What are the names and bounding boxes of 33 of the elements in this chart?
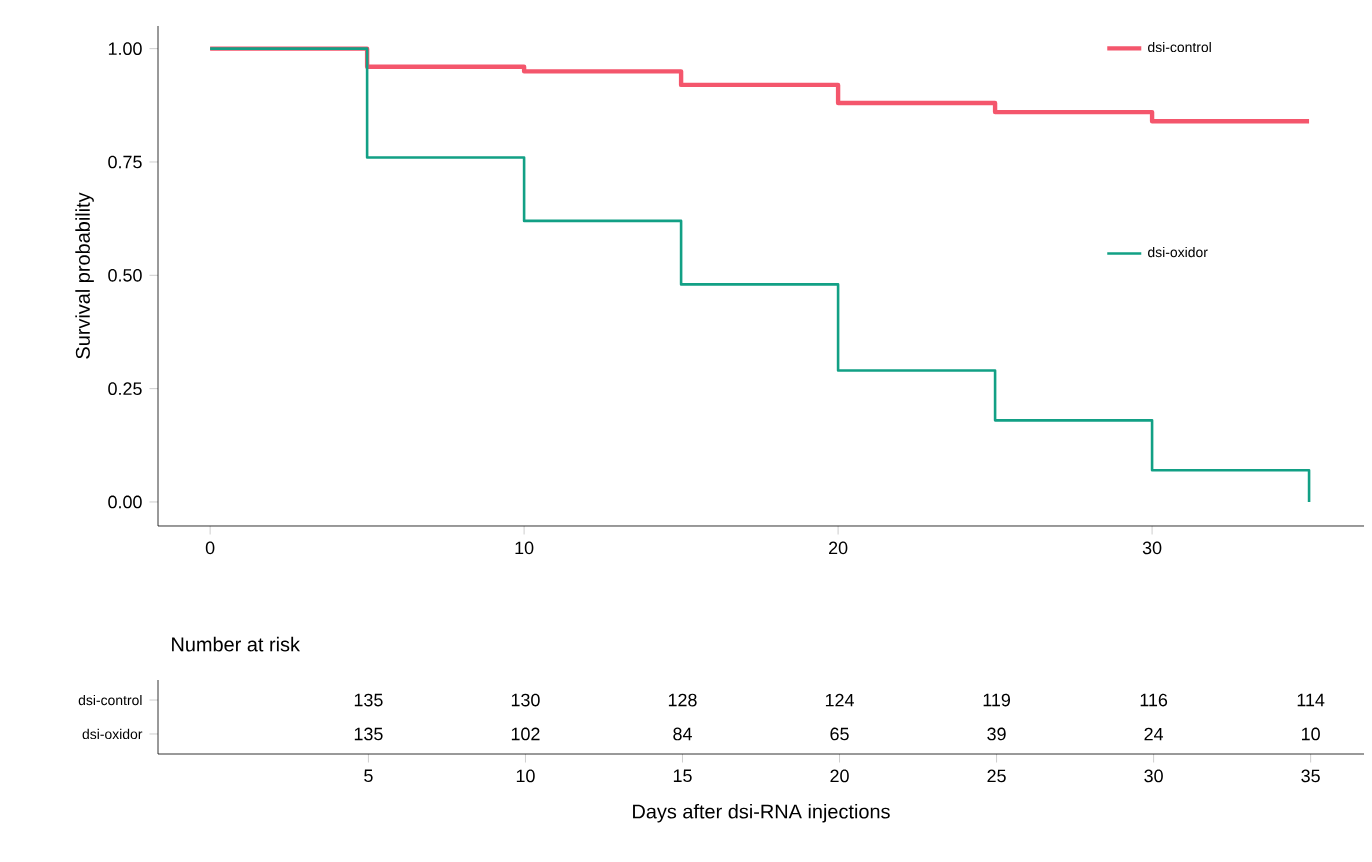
data-label: 10 — [1302, 727, 1320, 741]
x-tick-label: 20 — [829, 541, 848, 555]
x-tick-label: 5 — [364, 769, 373, 783]
y-tick-label: 1.00 — [108, 42, 142, 56]
data-label: 124 — [825, 693, 854, 707]
x-tick-label: 20 — [830, 769, 849, 783]
x-axis-title: Days after dsi-RNA injections — [633, 803, 890, 823]
x-tick-label: 10 — [516, 769, 535, 783]
data-label: 24 — [1144, 727, 1164, 741]
data-label: 84 — [673, 727, 692, 741]
data-label: 119 — [983, 693, 1010, 707]
x-tick-label: 30 — [1142, 541, 1162, 555]
x-tick-label: 0 — [205, 541, 215, 555]
y-tick-label: 0.00 — [108, 495, 142, 509]
x-tick-label: 15 — [673, 769, 692, 783]
chart-title: Number at risk — [172, 636, 300, 652]
y-tick-label: 0.50 — [108, 268, 142, 282]
x-tick-label: 35 — [1301, 769, 1320, 783]
y-tick-label: 0.75 — [108, 155, 142, 169]
data-label: 114 — [1297, 693, 1325, 707]
data-label: 65 — [830, 727, 849, 741]
y-axis-title: Survival probability — [75, 192, 94, 359]
data-label: 135 — [354, 693, 383, 707]
y-tick-label: 0.25 — [108, 382, 142, 395]
data-label: 39 — [987, 727, 1006, 741]
x-tick-label: 30 — [1144, 769, 1163, 783]
data-label: 135 — [354, 727, 383, 741]
x-tick-label: 25 — [987, 769, 1006, 783]
data-label: 102 — [511, 727, 540, 741]
data-label: 130 — [511, 693, 540, 707]
data-label: 116 — [1140, 693, 1168, 707]
x-tick-label: 10 — [515, 541, 534, 555]
data-label: 128 — [668, 693, 697, 707]
